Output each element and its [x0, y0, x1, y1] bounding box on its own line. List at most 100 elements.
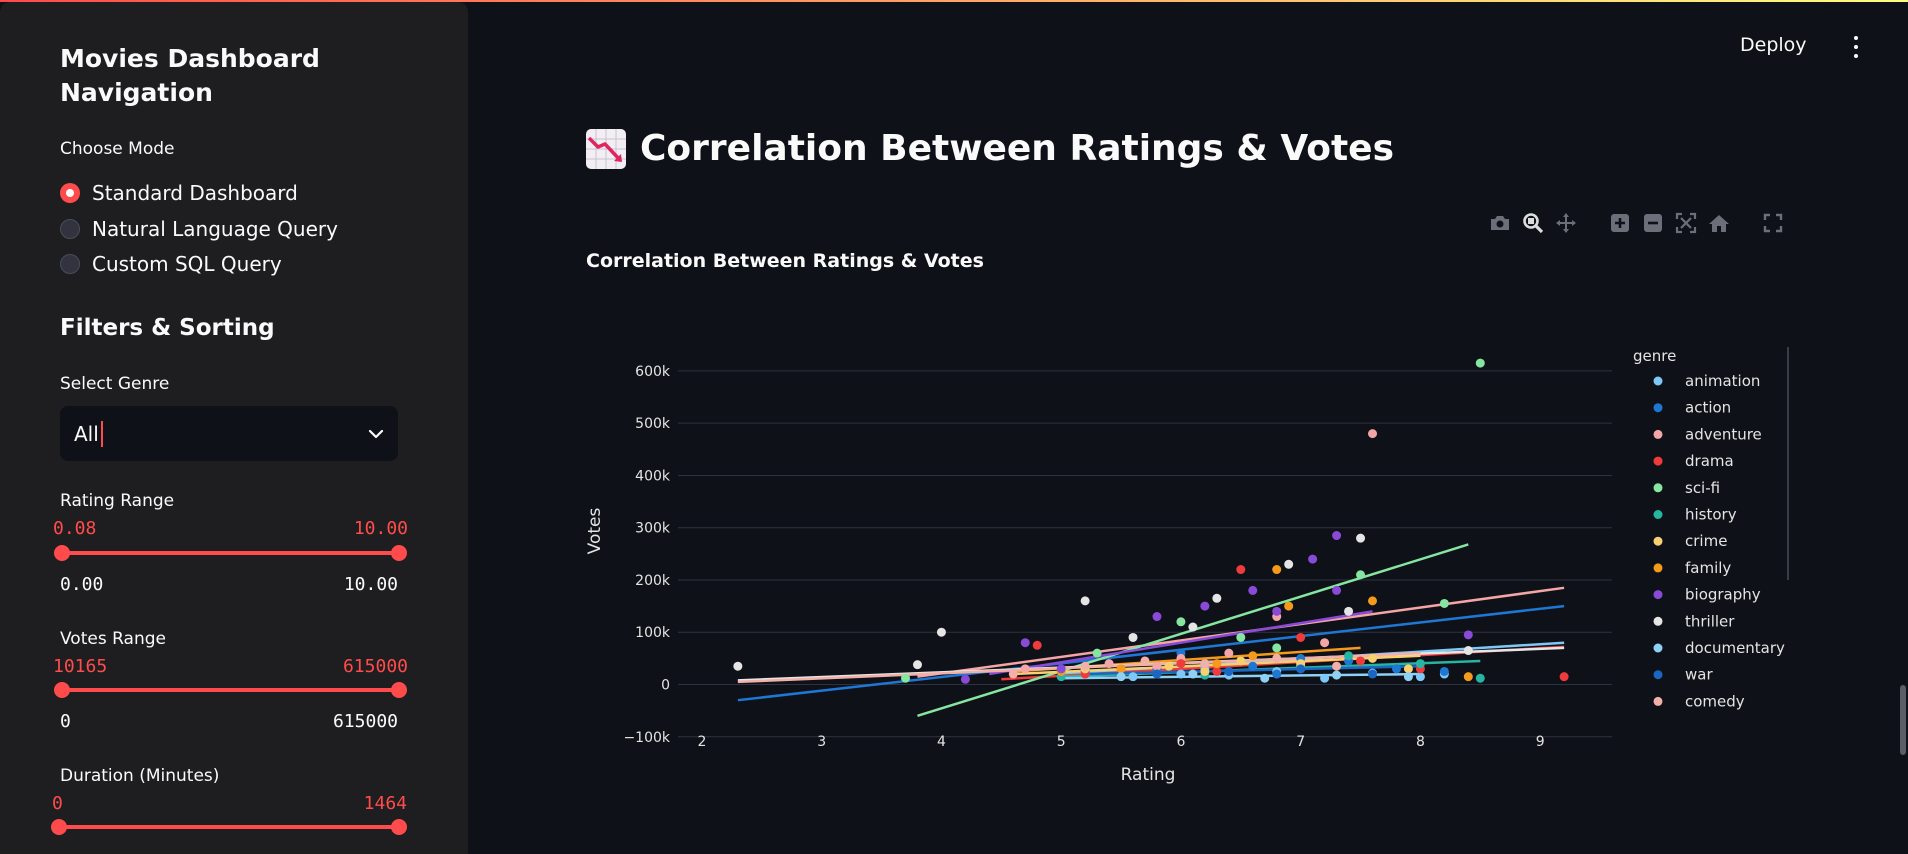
votes-slider-high-thumb[interactable]: [391, 682, 407, 698]
mode-option-label: Natural Language Query: [92, 217, 338, 241]
data-point-biography: [1332, 585, 1342, 595]
data-point-thriller: [1080, 596, 1090, 606]
mode-option-natural-language[interactable]: Natural Language Query: [60, 217, 338, 241]
data-point-adventure: [1272, 612, 1282, 622]
data-point-action: [1200, 659, 1210, 669]
data-point-history: [1224, 666, 1234, 676]
data-point-documentary: [1332, 670, 1342, 680]
radio-checked-icon[interactable]: [60, 183, 80, 203]
zoom-in-icon[interactable]: [1608, 211, 1632, 235]
legend-marker-drama: [1653, 456, 1663, 466]
duration-slider-track[interactable]: [51, 819, 407, 835]
mode-option-label: Custom SQL Query: [92, 252, 282, 276]
data-point-comedy: [1080, 661, 1090, 671]
data-point-documentary: [1260, 673, 1270, 683]
mode-option-custom-sql[interactable]: Custom SQL Query: [60, 252, 282, 276]
data-point-family: [1212, 659, 1222, 669]
genre-value-text: All: [74, 421, 99, 446]
trendline-sci-fi: [917, 543, 1469, 718]
data-point-adventure: [1104, 659, 1114, 669]
votes-max: 615000: [332, 711, 398, 732]
data-point-crime: [1236, 656, 1246, 666]
rating-slider-low-thumb[interactable]: [54, 545, 70, 561]
main-menu-icon[interactable]: [1850, 36, 1862, 58]
legend-marker-sci-fi: [1653, 483, 1663, 493]
data-point-history: [1200, 670, 1210, 680]
data-point-drama: [1559, 672, 1569, 682]
legend-item-drama: drama: [1685, 452, 1734, 470]
genre-select-value[interactable]: All: [74, 420, 103, 447]
votes-slider-low-thumb[interactable]: [54, 682, 70, 698]
votes-slider-track[interactable]: [54, 682, 407, 698]
data-point-action: [1296, 653, 1306, 663]
data-point-biography: [960, 674, 970, 684]
y-axis-title: Votes: [585, 508, 605, 555]
mode-label: Choose Mode: [60, 139, 175, 159]
data-point-biography: [1272, 606, 1282, 616]
genre-select[interactable]: All: [60, 406, 398, 461]
duration-slider-low-thumb[interactable]: [51, 819, 67, 835]
legend-marker-biography: [1653, 590, 1663, 600]
data-point-drama: [1212, 666, 1222, 676]
rating-range-values: 0.08 10.00: [53, 518, 408, 539]
legend-item-history: history: [1685, 506, 1737, 524]
legend-item-sci-fi: sci-fi: [1685, 479, 1720, 497]
rating-slider-high-thumb[interactable]: [391, 545, 407, 561]
data-point-thriller: [1356, 533, 1366, 543]
trendline-biography: [989, 610, 1373, 676]
votes-high-value: 615000: [342, 656, 408, 677]
rating-slider-track[interactable]: [54, 545, 407, 561]
legend-item-crime: crime: [1685, 532, 1727, 550]
deploy-button[interactable]: Deploy: [1740, 34, 1807, 56]
pan-icon[interactable]: [1554, 211, 1578, 235]
reset-axes-icon[interactable]: [1707, 211, 1731, 235]
data-point-biography: [1200, 601, 1210, 611]
rating-range-label: Rating Range: [60, 491, 175, 511]
data-point-comedy: [1008, 669, 1018, 679]
genre-label: Select Genre: [60, 374, 170, 394]
data-point-family: [1116, 664, 1126, 674]
rating-min: 0.00: [60, 574, 104, 595]
data-point-history: [1415, 659, 1425, 669]
data-point-sci-fi: [1236, 632, 1246, 642]
x-tick-label: 8: [1416, 734, 1425, 750]
fullscreen-icon[interactable]: [1761, 211, 1785, 235]
data-point-animation: [1320, 673, 1330, 683]
chevron-down-icon[interactable]: [368, 424, 384, 443]
page-title-text: Correlation Between Ratings & Votes: [640, 128, 1394, 169]
data-point-crime: [1296, 659, 1306, 669]
mode-option-standard[interactable]: Standard Dashboard: [60, 181, 298, 205]
legend-marker-comedy: [1653, 696, 1663, 706]
trendline-comedy: [737, 651, 1421, 684]
x-tick-label: 4: [937, 734, 946, 750]
zoom-out-icon[interactable]: [1641, 211, 1665, 235]
data-point-history: [1152, 669, 1162, 679]
data-point-biography: [1152, 612, 1162, 622]
rating-high-value: 10.00: [353, 518, 408, 539]
text-caret: [100, 420, 103, 447]
data-point-action: [1391, 664, 1401, 674]
trendline-adventure: [917, 586, 1565, 678]
trendline-family: [1013, 646, 1361, 673]
radio-unchecked-icon[interactable]: [60, 219, 80, 239]
legend-item-thriller: thriller: [1685, 612, 1735, 630]
page-scrollbar[interactable]: [1900, 685, 1906, 755]
autoscale-icon[interactable]: [1674, 211, 1698, 235]
data-point-animation: [1200, 664, 1210, 674]
zoom-icon[interactable]: [1521, 211, 1545, 235]
trendline-war: [1085, 664, 1421, 676]
legend-marker-crime: [1653, 536, 1663, 546]
legend-marker-family: [1653, 563, 1663, 573]
duration-slider-high-thumb[interactable]: [391, 819, 407, 835]
data-point-crime: [1080, 664, 1090, 674]
camera-icon[interactable]: [1488, 211, 1512, 235]
data-point-thriller: [1284, 559, 1294, 569]
votes-range-values: 10165 615000: [53, 656, 408, 677]
trendline-documentary: [1061, 672, 1421, 680]
radio-unchecked-icon[interactable]: [60, 254, 80, 274]
legend-title: genre: [1633, 347, 1676, 365]
legend-item-adventure: adventure: [1685, 425, 1762, 443]
data-point-sci-fi: [1272, 643, 1282, 653]
data-point-crime: [1164, 661, 1174, 671]
data-point-adventure: [1224, 648, 1234, 658]
